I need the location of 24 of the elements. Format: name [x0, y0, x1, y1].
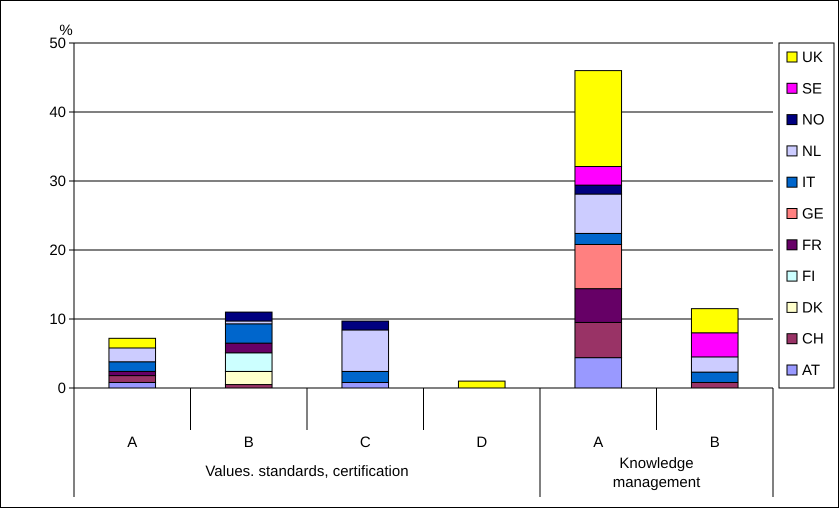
text: Values. standards, certification	[205, 463, 409, 480]
y-tick-label: 0	[58, 380, 66, 397]
legend-label: NL	[802, 142, 822, 160]
legend-label: FI	[802, 268, 816, 286]
legend-label: FR	[802, 236, 822, 254]
legend-label: DK	[802, 299, 823, 316]
legend-label: UK	[802, 49, 823, 66]
x-tick-label: B	[244, 434, 254, 451]
x-tick-label: D	[476, 434, 488, 451]
y-tick-label: 40	[49, 104, 66, 121]
legend-label: SE	[802, 80, 822, 98]
x-tick-label: B	[710, 434, 720, 451]
legend-label: GE	[802, 206, 824, 222]
y-tick-label: 20	[49, 242, 66, 259]
text: Knowledge management	[612, 455, 702, 491]
x-tick-label: A	[593, 434, 604, 451]
legend-label: CH	[802, 330, 824, 348]
y-tick-label: 10	[49, 310, 66, 328]
x-tick-label: C	[360, 434, 371, 451]
legend-label: IT	[802, 174, 816, 192]
legend-label: AT	[802, 362, 820, 379]
x-tick-label: A	[127, 434, 138, 451]
y-tick-label: 30	[49, 172, 66, 190]
legend-label: NO	[802, 112, 824, 129]
